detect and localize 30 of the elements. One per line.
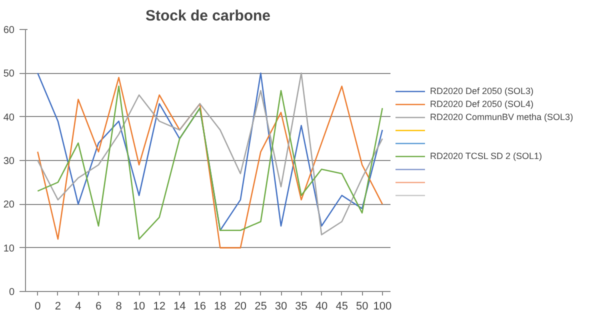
x-tick-label: 30: [274, 300, 288, 312]
y-tick-label: 20: [3, 200, 15, 211]
legend-label: RD2020 Def 2050 (SOL4): [430, 98, 534, 110]
y-tick-label: 30: [3, 156, 15, 167]
x-tick-label: 2: [54, 300, 62, 312]
y-tick-label: 10: [3, 243, 15, 254]
y-tick-label: 0: [8, 287, 15, 298]
x-tick-label: 18: [214, 300, 226, 312]
y-tick-label: 40: [3, 112, 15, 124]
x-tick-label: 10: [132, 300, 146, 312]
chart-title: Stock de carbone: [145, 8, 271, 24]
x-tick-label: 0: [34, 300, 41, 312]
x-tick-label: 40: [315, 300, 328, 312]
x-tick-label: 14: [173, 300, 186, 312]
x-tick-label: 6: [95, 300, 102, 312]
x-tick-label: 45: [336, 300, 348, 312]
x-tick-label: 20: [234, 300, 247, 312]
x-tick-label: 16: [194, 300, 206, 312]
x-tick-label: 8: [116, 300, 122, 312]
x-tick-label: 4: [75, 300, 82, 312]
legend-label: RD2020 Def 2050 (SOL3): [430, 85, 534, 97]
y-tick-label: 50: [3, 68, 15, 80]
legend-label: RD2020 TCSL SD 2 (SOL1): [430, 150, 542, 162]
x-tick-label: 100: [373, 300, 392, 312]
x-tick-label: 25: [254, 300, 267, 312]
x-tick-label: 50: [356, 300, 368, 312]
x-tick-label: 12: [153, 300, 166, 312]
legend-label: RD2020 CommunBV metha (SOL3): [430, 111, 574, 123]
y-tick-label: 60: [3, 25, 15, 36]
x-tick-label: 35: [295, 300, 308, 312]
